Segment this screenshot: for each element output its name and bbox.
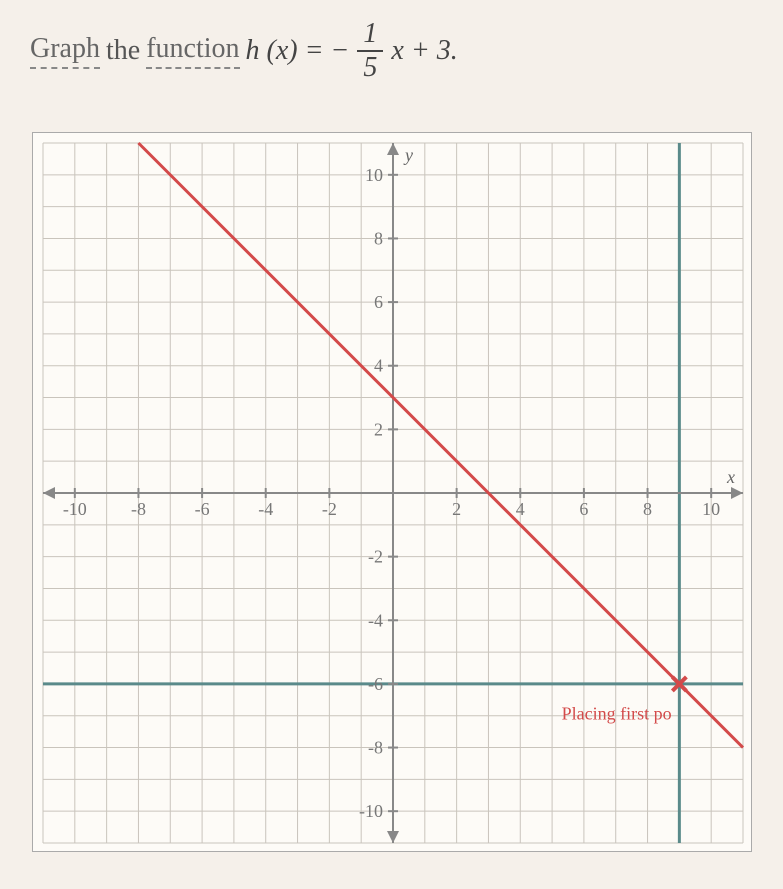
x-tick-label: -2	[321, 499, 336, 519]
x-tick-label: 10	[702, 499, 720, 519]
fraction-numerator: 1	[357, 20, 383, 52]
function-line	[138, 143, 743, 748]
graph-plot[interactable]: -10 -8 -6 -4 -2 2 4 6 8 10 -10 -8 -6 -4 -2 2 4 6 8 10 x y Plac…	[32, 132, 752, 852]
x-tick-label: -10	[62, 499, 86, 519]
equation-right: x + 3.	[391, 35, 457, 67]
x-tick-label: 8	[643, 499, 652, 519]
y-tick-label: 4	[374, 356, 383, 376]
prompt-mid: the	[106, 35, 140, 67]
x-tick-label: 2	[452, 499, 461, 519]
y-arrow-down	[387, 831, 399, 843]
x-tick-label: 6	[579, 499, 588, 519]
x-arrow-left	[43, 487, 55, 499]
equation: h (x) = − 1 5 x + 3.	[246, 20, 458, 82]
x-tick-label: -4	[258, 499, 273, 519]
y-tick-label: -10	[359, 801, 383, 821]
y-tick-label: -4	[368, 610, 383, 630]
x-tick-label: -6	[194, 499, 209, 519]
link-function[interactable]: function	[146, 33, 239, 69]
y-tick-label: -6	[368, 674, 383, 694]
y-tick-label: 8	[374, 228, 383, 248]
equation-left: h (x) = −	[246, 35, 350, 67]
y-tick-label: 10	[365, 165, 383, 185]
link-graph[interactable]: Graph	[30, 33, 100, 69]
y-arrow-up	[387, 143, 399, 155]
x-axis-label: x	[726, 467, 735, 487]
x-tick-label: -8	[130, 499, 145, 519]
placing-label: Placing first po	[561, 704, 671, 724]
y-tick-label: 6	[374, 292, 383, 312]
graph-svg: -10 -8 -6 -4 -2 2 4 6 8 10 -10 -8 -6 -4 -2 2 4 6 8 10 x y Plac…	[33, 133, 753, 853]
y-axis-label: y	[403, 145, 413, 165]
y-tick-label: -2	[368, 547, 383, 567]
y-tick-label: 2	[374, 419, 383, 439]
y-tick-label: -8	[368, 738, 383, 758]
fraction: 1 5	[357, 20, 383, 82]
question-prompt: Graph the function h (x) = − 1 5 x + 3.	[30, 20, 753, 82]
x-tick-label: 4	[515, 499, 524, 519]
fraction-denominator: 5	[357, 52, 383, 82]
x-arrow-right	[731, 487, 743, 499]
